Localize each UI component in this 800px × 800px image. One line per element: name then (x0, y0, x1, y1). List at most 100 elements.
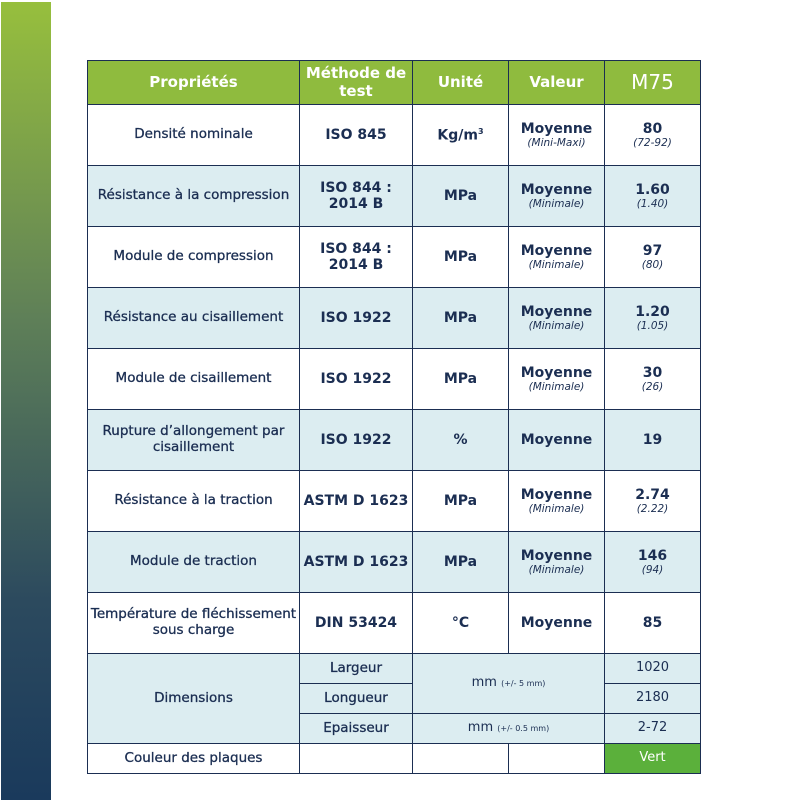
unit-cell: Kg/m3 (412, 104, 509, 166)
unit-text: °C (451, 614, 470, 631)
unit-text: mm (467, 720, 494, 736)
property-cell: Module de cisaillement (87, 348, 300, 410)
property-cell: Rupture d’allongement par cisaillement (87, 409, 300, 471)
unit-text: MPa (443, 492, 478, 509)
dimensions-row: Longueur 2180 (88, 683, 701, 714)
method-cell: ASTM D 1623 (299, 531, 413, 593)
unit-text: mm (471, 675, 497, 691)
table-row: Module de cisaillement ISO 1922 MPa Moyenne… (87, 348, 701, 410)
m75-cell: 85 (604, 592, 701, 654)
value-sub: (Minimale) (528, 198, 585, 211)
value-cell: Moyenne (Minimale) (508, 287, 605, 349)
value-text: Moyenne (520, 303, 593, 320)
header-unite: Unité (412, 60, 509, 105)
m75-sub: (72-92) (633, 137, 672, 150)
table-row: Module de traction ASTM D 1623 MPa Moyenne(… (87, 531, 701, 593)
m75-text: 19 (642, 431, 663, 448)
epaisseur-value: 2-72 (604, 713, 701, 744)
value-sub: (Minimale) (528, 320, 585, 333)
table-row: Rupture d’allongement par cisaillement IS… (87, 409, 701, 471)
property-cell: Résistance à la traction (87, 470, 300, 532)
value-text: Moyenne (520, 120, 593, 137)
m75-cell: 1.60 (1.40) (604, 165, 701, 227)
tolerance-text: (+/- 5 mm) (501, 679, 546, 689)
dimensions-row: Epaisseur mm (+/- 0.5 mm) 2-72 (88, 713, 701, 744)
property-cell: Température de fléchissement sous charge (87, 592, 300, 654)
unit-cell: MPa (412, 287, 509, 349)
m75-cell: 19 (604, 409, 701, 471)
unit-cell: MPa (412, 165, 509, 227)
value-text: Moyenne (520, 486, 593, 503)
method-cell: ISO 844 : 2014 B (299, 165, 413, 227)
m75-text: 1.60 (635, 181, 670, 198)
property-cell: Module de traction (87, 531, 300, 593)
empty-cell (508, 743, 605, 774)
unit-cell: % (412, 409, 509, 471)
header-m75: M75 (604, 60, 701, 105)
m75-cell: 1.20 (1.05) (604, 287, 701, 349)
value-cell: Moyenne (Mini-Maxi) (508, 104, 605, 166)
m75-text: 2.74 (635, 486, 670, 503)
value-sub: (Minimale) (528, 564, 585, 577)
value-text: Moyenne (520, 431, 593, 448)
m75-sub: (26) (641, 381, 664, 394)
m75-cell: 2.74 (2.22) (604, 470, 701, 532)
table-row: Résistance à la compression ISO 844 : 201… (87, 165, 701, 227)
unit-text: Kg/m (437, 127, 478, 144)
value-text: Moyenne (520, 364, 593, 381)
m75-sub: (80) (641, 259, 664, 272)
unit-sup: 3 (478, 126, 484, 136)
couleur-label: Couleur des plaques (87, 743, 300, 774)
header-valeur: Valeur (508, 60, 605, 105)
m75-text: 1.20 (635, 303, 670, 320)
m75-cell: 146 (94) (604, 531, 701, 593)
value-text: Moyenne (520, 242, 593, 259)
property-cell: Résistance au cisaillement (87, 287, 300, 349)
epaisseur-label: Epaisseur (299, 713, 413, 744)
value-sub: (Minimale) (528, 503, 585, 516)
table-row: Module de compression ISO 844 : 2014 B MPa… (87, 226, 701, 288)
property-cell: Résistance à la compression (87, 165, 300, 227)
unit-cell: °C (412, 592, 509, 654)
largeur-value: 1020 (604, 653, 701, 684)
table-row: Densité nominale ISO 845 Kg/m3 Moyenne (Mini… (87, 104, 701, 166)
tolerance-text: (+/- 0.5 mm) (497, 724, 550, 734)
unit-cell: MPa (412, 531, 509, 593)
unit-cell: MPa (412, 348, 509, 410)
header-methode: Méthode de test (299, 60, 413, 105)
unit-cell: MPa (412, 470, 509, 532)
m75-sub: (1.40) (636, 198, 669, 211)
m75-sub: (94) (641, 564, 664, 577)
dim-unit-1: mm (+/- 5 mm) (412, 653, 605, 714)
value-cell: Moyenne (508, 592, 605, 654)
method-cell: ISO 1922 (299, 348, 413, 410)
value-cell: Moyenne (Minimale) (508, 531, 605, 593)
m75-text: 146 (637, 547, 668, 564)
value-text: Moyenne (520, 181, 593, 198)
longueur-label: Longueur (299, 683, 413, 714)
unit-cell: MPa (412, 226, 509, 288)
value-cell: Moyenne (508, 409, 605, 471)
method-cell: ISO 1922 (299, 287, 413, 349)
unit-text: MPa (443, 248, 478, 265)
value-cell: Moyenne (Minimale) (508, 348, 605, 410)
empty-cell (299, 743, 413, 774)
value-sub: (Minimale) (528, 259, 585, 272)
unit-text: % (453, 431, 468, 448)
method-cell: ISO 844 : 2014 B (299, 226, 413, 288)
m75-cell: 30 (26) (604, 348, 701, 410)
table-row: Résistance au cisaillement ISO 1922 MPa Moy… (87, 287, 701, 349)
m75-text: 97 (642, 242, 663, 259)
couleur-value: Vert (604, 743, 701, 774)
m75-sub: (1.05) (636, 320, 669, 333)
header-proprietes: Propriétés (87, 60, 300, 105)
unit-text: MPa (443, 553, 478, 570)
m75-text: 30 (642, 364, 663, 381)
unit-text: MPa (443, 370, 478, 387)
method-cell: ASTM D 1623 (299, 470, 413, 532)
couleur-row: Couleur des plaques Vert (87, 743, 701, 774)
m75-cell: 97 (80) (604, 226, 701, 288)
value-cell: Moyenne (Minimale) (508, 165, 605, 227)
table-row: Température de fléchissement sous charge… (87, 592, 701, 654)
table-row: Résistance à la traction ASTM D 1623 MPa Mo… (87, 470, 701, 532)
